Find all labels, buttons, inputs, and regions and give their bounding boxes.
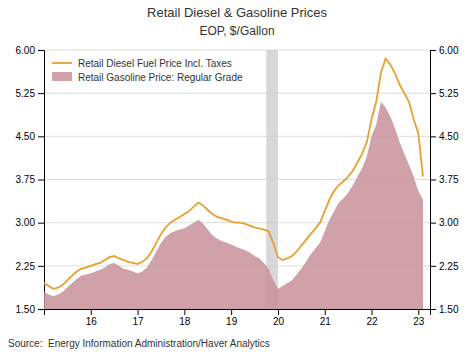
tick: 1.50 bbox=[16, 304, 44, 315]
tick-label: 18 bbox=[179, 316, 191, 327]
tick-label: 22 bbox=[366, 316, 378, 327]
tick-mark bbox=[430, 266, 436, 267]
tick: 3.00 bbox=[16, 217, 44, 228]
tick: 17 bbox=[133, 309, 145, 327]
tick-mark bbox=[38, 93, 44, 94]
tick-mark bbox=[38, 266, 44, 267]
axis-line bbox=[431, 51, 437, 310]
tick-label: 3.75 bbox=[439, 174, 459, 185]
tick-mark bbox=[372, 309, 373, 315]
tick-label: 3.00 bbox=[16, 217, 36, 228]
tick: 4.50 bbox=[16, 131, 44, 142]
tick-mark bbox=[184, 309, 185, 315]
grid-line bbox=[44, 50, 430, 51]
legend-label: Retail Gasoline Price: Regular Grade bbox=[78, 72, 243, 83]
y-axis: 1.50 2.25 3.00 3.75 4.50 5.25 6.00 bbox=[16, 45, 45, 315]
tick-label: 2.25 bbox=[16, 261, 36, 272]
tick: 21 bbox=[320, 309, 332, 327]
tick-mark bbox=[278, 309, 279, 315]
tick: 20 bbox=[273, 309, 285, 327]
area bbox=[44, 102, 423, 309]
tick-label: 6.00 bbox=[16, 45, 36, 56]
tick-label: 21 bbox=[320, 316, 332, 327]
tick-mark bbox=[430, 223, 436, 224]
tick-mark bbox=[38, 309, 44, 310]
x-axis: 16 17 18 19 20 21 22 23 bbox=[45, 309, 431, 327]
tick: 16 bbox=[86, 309, 98, 327]
legend-swatch bbox=[52, 72, 72, 81]
tick: 6.00 bbox=[430, 45, 459, 56]
tick: 19 bbox=[226, 309, 238, 327]
tick: 4.50 bbox=[430, 131, 459, 142]
tick-label: 4.50 bbox=[439, 131, 459, 142]
tick-mark bbox=[430, 136, 436, 137]
axis-line bbox=[38, 51, 45, 310]
tick-mark bbox=[38, 223, 44, 224]
tick: 22 bbox=[366, 309, 378, 327]
tick-label: 20 bbox=[273, 316, 285, 327]
legend-item: Retail Gasoline Price: Regular Grade bbox=[52, 72, 243, 83]
tick-label: 3.00 bbox=[439, 217, 459, 228]
tick-label: 4.50 bbox=[16, 131, 36, 142]
tick-mark bbox=[38, 136, 44, 137]
tick-mark bbox=[38, 180, 44, 181]
tick: 1.50 bbox=[430, 304, 459, 315]
tick-mark bbox=[430, 93, 436, 94]
legend-label: Retail Diesel Fuel Price Incl. Taxes bbox=[78, 58, 232, 69]
tick-mark bbox=[38, 50, 44, 51]
tick: 2.25 bbox=[16, 261, 44, 272]
tick-label: 16 bbox=[86, 316, 98, 327]
grid bbox=[44, 50, 430, 309]
chart: Retail Diesel & Gasoline Prices EOP, $/Ga… bbox=[0, 0, 474, 355]
tick-label: 23 bbox=[413, 316, 425, 327]
tick-label: 19 bbox=[226, 316, 238, 327]
line bbox=[44, 59, 423, 289]
tick-mark bbox=[430, 180, 436, 181]
legend: Retail Diesel Fuel Price Incl. Taxes Reta… bbox=[52, 58, 243, 83]
tick-label: 3.75 bbox=[16, 174, 36, 185]
marks-inner bbox=[44, 50, 423, 309]
subtitle: EOP, $/Gallon bbox=[199, 24, 274, 38]
tick: 18 bbox=[179, 309, 191, 327]
tick: 5.25 bbox=[16, 88, 44, 99]
tick-mark bbox=[138, 309, 139, 315]
tick: 2.25 bbox=[430, 261, 459, 272]
legend-item: Retail Diesel Fuel Price Incl. Taxes bbox=[52, 58, 232, 69]
tick: 5.25 bbox=[430, 88, 459, 99]
tick-label: 2.25 bbox=[439, 261, 459, 272]
tick-mark bbox=[418, 309, 419, 315]
tick-label: 17 bbox=[133, 316, 145, 327]
tick: 3.00 bbox=[430, 217, 459, 228]
tick-mark bbox=[91, 309, 92, 315]
tick: 3.75 bbox=[16, 174, 44, 185]
legend-swatch bbox=[52, 62, 72, 64]
tick-label: 5.25 bbox=[16, 88, 36, 99]
annotation: Source: Energy Information Administratio… bbox=[8, 338, 270, 349]
tick: 3.75 bbox=[430, 174, 459, 185]
tick-label: 5.25 bbox=[439, 88, 459, 99]
tick-label: 1.50 bbox=[439, 304, 459, 315]
tick: 23 bbox=[413, 309, 425, 327]
tick-mark bbox=[430, 309, 436, 310]
tick-mark bbox=[231, 309, 232, 315]
y2-axis: 1.50 2.25 3.00 3.75 4.50 5.25 6.00 bbox=[430, 45, 459, 315]
title: Retail Diesel & Gasoline Prices bbox=[147, 5, 327, 20]
plot: 16 17 18 19 20 21 22 23 1.50 2.25 3.00 3.75 4.50 5.25… bbox=[16, 45, 459, 327]
tick-label: 6.00 bbox=[439, 45, 459, 56]
marks bbox=[44, 50, 423, 309]
axis-line bbox=[45, 310, 431, 316]
tick-label: 1.50 bbox=[16, 304, 36, 315]
tick-mark bbox=[430, 50, 436, 51]
tick-mark bbox=[325, 309, 326, 315]
grid-line bbox=[44, 93, 430, 94]
tick: 6.00 bbox=[16, 45, 44, 56]
